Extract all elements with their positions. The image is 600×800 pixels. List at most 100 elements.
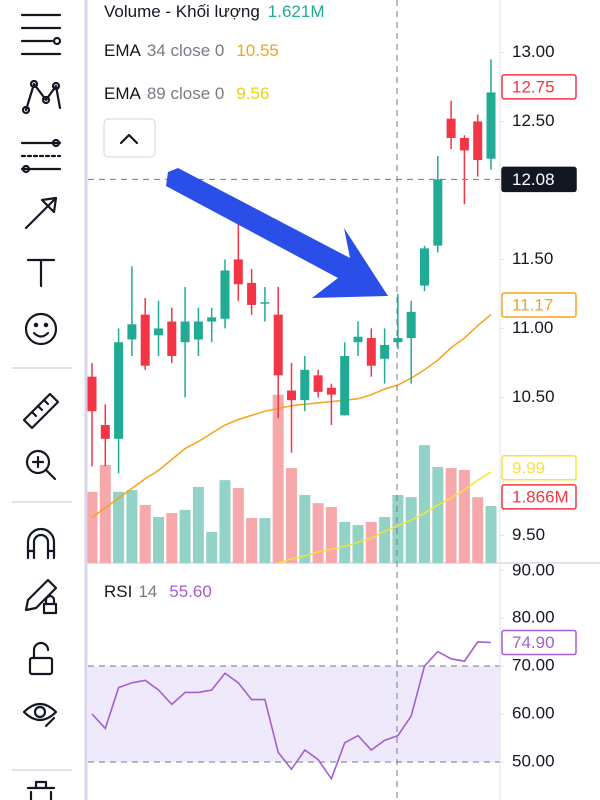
legend-name: EMA [104, 41, 142, 60]
volume-bar [246, 518, 258, 563]
volume-marker [501, 484, 577, 510]
legend-rsi: RSI 14 55.60 [104, 582, 212, 601]
candle-body [366, 338, 376, 366]
volume-bar [379, 516, 391, 563]
legend-volume: Volume - Khối lượng 1.621M [104, 2, 324, 21]
candle-body [340, 356, 350, 416]
volume-bar [312, 503, 324, 563]
legend-ema89: EMA 89 close 0 9.56 [104, 84, 269, 103]
candle-body [486, 92, 496, 159]
pencil-lock-icon[interactable] [24, 578, 58, 615]
candle-body [220, 270, 230, 319]
candle-body [140, 314, 150, 366]
rsi-line [91, 641, 492, 781]
y-tick-label: 11.00 [512, 318, 553, 337]
candle-body [300, 369, 310, 401]
magnet-icon[interactable] [26, 527, 56, 560]
candle-body [326, 387, 336, 395]
price-marker [501, 455, 577, 481]
legend-name: Volume - Khối lượng [104, 2, 260, 21]
volume-bar [458, 469, 470, 563]
ema-line [277, 471, 492, 564]
legend-value: 55.60 [169, 582, 212, 601]
rsi-tick-label: 70.00 [512, 655, 555, 674]
volume-bar [445, 468, 457, 563]
candle-body [247, 282, 257, 305]
legend-value: 1.621M [268, 2, 325, 21]
volume-bar [299, 495, 311, 563]
candle-body [380, 344, 390, 359]
price-marker-label: 12.08 [512, 170, 555, 189]
emoji-icon[interactable] [24, 312, 58, 346]
candle-body [193, 321, 203, 340]
candle-body [154, 328, 163, 336]
candle-body [313, 375, 323, 392]
price-marker-label: 9.99 [512, 458, 545, 477]
candle-body [260, 302, 270, 304]
legend: Volume - Khối lượng 1.621M EMA 34 close 0 1… [103, 2, 324, 601]
fib-icon[interactable] [20, 138, 62, 174]
volume-bar [139, 504, 151, 563]
volume-bar [259, 518, 271, 563]
candle-body [406, 311, 416, 339]
candle-body [446, 118, 456, 138]
volume-bar [153, 516, 164, 563]
volume-bar [392, 495, 404, 563]
rsi-marker [501, 629, 577, 656]
price-marker [501, 74, 577, 100]
volume-bar [192, 486, 204, 563]
lock-icon[interactable] [28, 641, 54, 676]
candle-body [473, 121, 483, 161]
candle-body [393, 338, 403, 343]
legend-params: 14 [138, 582, 157, 601]
candle-body [287, 390, 296, 401]
menu-icon[interactable] [20, 13, 62, 56]
y-tick-label: 11.50 [512, 249, 553, 268]
legend-ema34: EMA 34 close 0 10.55 [104, 41, 279, 60]
toolbar [12, 0, 88, 800]
volume-bar [113, 491, 125, 563]
candle-body [180, 321, 190, 343]
collapse-button[interactable] [103, 118, 156, 158]
text-tool-icon[interactable] [26, 258, 56, 288]
candle-body [167, 321, 177, 357]
volume-bar [179, 509, 191, 563]
candle-body [233, 259, 243, 285]
candle-body [207, 317, 217, 322]
rsi-band [88, 665, 500, 762]
volume-bar [286, 468, 297, 563]
volume-bar [126, 490, 138, 563]
arrow-tool-icon[interactable] [24, 196, 58, 230]
volume-bar [206, 531, 218, 563]
trash-icon[interactable] [26, 780, 56, 800]
volume-bar [485, 505, 497, 563]
legend-name: RSI [104, 582, 132, 601]
legend-name: EMA [104, 84, 142, 103]
zoom-icon[interactable] [25, 449, 57, 481]
plot-area: 13.00 12.50 11.50 11.00 10.50 9.50 90.00 80.00 7… [86, 0, 600, 800]
rsi-tick-label: 90.00 [512, 560, 555, 579]
y-tick-label: 12.50 [512, 111, 555, 130]
eye-icon[interactable] [22, 702, 58, 728]
annotation-arrow [166, 168, 388, 298]
price-marker-label: 12.75 [512, 77, 555, 96]
legend-params: 34 close 0 [147, 41, 225, 60]
candle-body [87, 376, 97, 412]
candle-body [459, 137, 469, 151]
pattern-icon[interactable] [21, 79, 62, 115]
rsi-marker-label: 74.90 [512, 633, 555, 652]
candle-body [420, 248, 429, 286]
candle-body [114, 342, 124, 439]
price-marker [501, 292, 577, 318]
volume-bar [419, 445, 430, 563]
ruler-icon[interactable] [22, 392, 60, 430]
volume-bar [232, 487, 244, 563]
volume-bar [99, 464, 111, 563]
volume-bar [339, 521, 351, 563]
price-marker [501, 166, 577, 193]
price-marker-label: 11.17 [512, 295, 553, 314]
candle-body [273, 314, 283, 376]
volume-bar [365, 521, 377, 563]
volume-bar [86, 491, 98, 563]
